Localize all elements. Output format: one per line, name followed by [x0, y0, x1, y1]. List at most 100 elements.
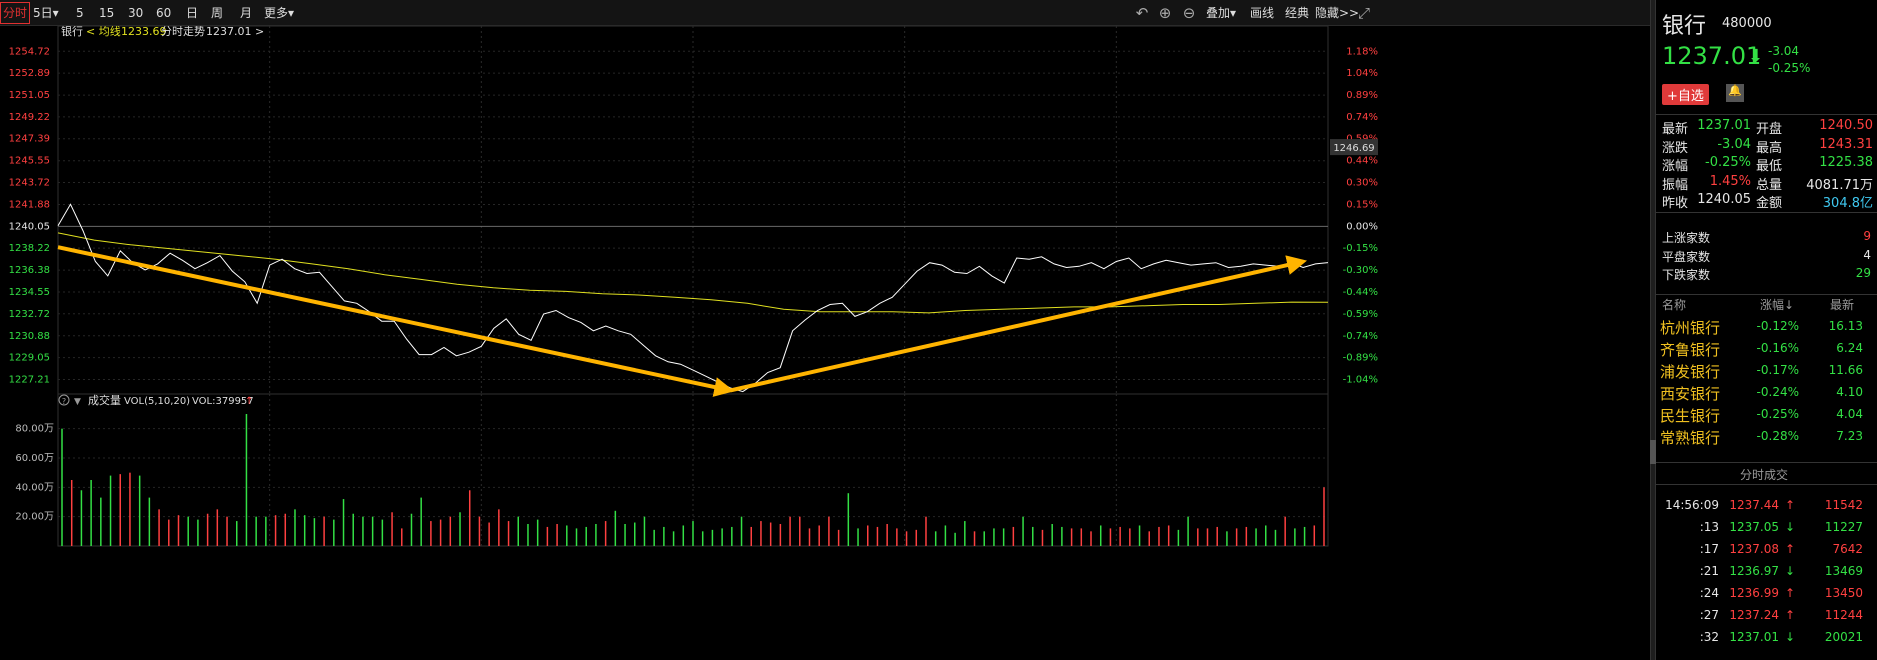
trade-time: :27 — [1699, 608, 1719, 622]
list-header-name[interactable]: 名称 — [1662, 298, 1687, 312]
volume-params[interactable]: VOL(5,10,20) — [124, 396, 190, 407]
avg-price-line — [57, 232, 1329, 314]
stat-value: -0.25% — [1705, 155, 1751, 170]
trade-time: 14:56:09 — [1665, 498, 1719, 512]
period-tab[interactable]: 15 — [99, 6, 115, 20]
pct-tick-label: -1.04% — [1343, 375, 1378, 386]
price-tick-label: 1247.39 — [9, 134, 50, 145]
list-item-name[interactable]: 常熟银行 — [1660, 429, 1721, 447]
annotation-arrow — [729, 255, 1308, 393]
period-tab[interactable]: 周 — [211, 6, 224, 20]
fullscreen-icon[interactable]: ⤢ — [1357, 4, 1370, 22]
stat-value: 1243.31 — [1819, 136, 1873, 152]
period-tab[interactable]: 分时 — [0, 2, 31, 24]
price-tick-label: 1240.05 — [9, 221, 50, 232]
toolbar-menu-item[interactable]: 经典 — [1285, 6, 1310, 20]
list-item-name[interactable]: 浦发银行 — [1660, 363, 1721, 381]
period-tab[interactable]: 月 — [240, 6, 253, 20]
trade-direction-icon: ↑ — [1784, 608, 1795, 622]
breadth-value: 29 — [1855, 266, 1871, 280]
volume-menu-arrow[interactable]: ▼ — [74, 397, 81, 407]
price-tick-label: 1229.05 — [9, 353, 50, 364]
trade-direction-icon: ↓ — [1784, 564, 1795, 578]
list-header-last[interactable]: 最新 — [1830, 298, 1855, 312]
stat-label: 涨跌 — [1662, 140, 1689, 156]
add-watchlist-button[interactable]: +自选 — [1662, 84, 1709, 105]
panel-splitter[interactable] — [1650, 0, 1656, 660]
list-item-pct: -0.12% — [1756, 319, 1799, 333]
price-tick-label: 1236.38 — [9, 265, 50, 276]
stat-value: 1237.01 — [1697, 118, 1751, 133]
volume-tick-label: 80.00万 — [15, 424, 54, 435]
list-item-name[interactable]: 杭州银行 — [1660, 319, 1721, 337]
toolbar-menu-item[interactable]: 隐藏>> — [1315, 6, 1360, 20]
alert-bell-icon[interactable]: 🔔 — [1726, 84, 1744, 102]
splitter-handle[interactable] — [1650, 440, 1656, 464]
period-tab[interactable]: 日 — [186, 6, 199, 20]
trade-direction-icon: ↑ — [1784, 542, 1795, 556]
period-tab[interactable]: 5日▾ — [33, 6, 59, 20]
price-tick-label: 1245.55 — [9, 156, 50, 167]
help-icon-glyph: ? — [62, 397, 66, 406]
undo-icon[interactable]: ↶ — [1135, 4, 1149, 22]
list-item-name[interactable]: 西安银行 — [1660, 385, 1721, 403]
zoom-out-icon[interactable]: ⊖ — [1182, 4, 1196, 22]
trade-price: 1237.05 — [1729, 520, 1779, 534]
period-tab[interactable]: 5 — [76, 6, 84, 20]
pct-tick-label: -0.89% — [1343, 353, 1378, 364]
trades-title: 分时成交 — [1740, 468, 1789, 482]
list-item-last: 16.13 — [1828, 319, 1863, 333]
price-tick-label: 1238.22 — [9, 243, 50, 254]
trade-volume: 11542 — [1824, 498, 1863, 512]
stat-label: 涨幅 — [1662, 159, 1689, 174]
annotation-arrow — [57, 245, 735, 397]
stat-label: 金额 — [1756, 196, 1783, 211]
pct-tick-label: 1.04% — [1346, 68, 1378, 79]
chart-header-avg-label[interactable]: < 均线 — [86, 26, 121, 38]
period-tab[interactable]: 30 — [128, 6, 144, 20]
trade-volume: 7642 — [1832, 542, 1863, 556]
help-icon[interactable] — [58, 394, 70, 406]
pct-tick-label: 0.89% — [1346, 90, 1378, 101]
trade-price: 1237.08 — [1729, 542, 1779, 556]
chart-header-trend-value[interactable]: 1237.01 > — [206, 26, 264, 38]
volume-tick-label: 40.00万 — [15, 482, 54, 493]
pct-tick-label: -0.44% — [1343, 287, 1378, 298]
chart-svg[interactable]: 1254.72 1.18% 1252.89 1.04% 1251.05 0.89% 1249… — [0, 26, 1650, 660]
stat-value: 1240.05 — [1697, 192, 1751, 207]
pct-tick-label: 0.15% — [1346, 199, 1378, 210]
volume-tick-label: 60.00万 — [15, 453, 54, 464]
volume-tick-label: 20.00万 — [15, 512, 54, 523]
stat-label: 昨收 — [1662, 196, 1689, 211]
trade-direction-icon: ↑ — [1784, 586, 1795, 600]
stat-value: -3.04 — [1717, 136, 1751, 152]
list-item-name[interactable]: 齐鲁银行 — [1660, 341, 1721, 359]
trade-time: :21 — [1699, 564, 1719, 578]
period-tab[interactable]: 更多▾ — [264, 6, 295, 20]
intraday-chart[interactable]: 1254.72 1.18% 1252.89 1.04% 1251.05 0.89% 1249… — [0, 26, 1650, 660]
list-header-pct[interactable]: 涨幅↓ — [1760, 298, 1795, 312]
price-tick-label: 1227.21 — [9, 375, 50, 386]
trade-price: 1237.44 — [1729, 498, 1779, 512]
chart-header-name: 银行 — [61, 26, 83, 38]
breadth-value: 4 — [1863, 247, 1871, 262]
trade-time: :24 — [1699, 586, 1719, 600]
price-tick-label: 1252.89 — [9, 68, 50, 79]
cursor-price-label: 1246.69 — [1333, 143, 1374, 154]
zoom-in-icon[interactable]: ⊕ — [1158, 4, 1172, 22]
stat-label: 开盘 — [1756, 122, 1783, 137]
trade-direction-icon: ↑ — [1784, 498, 1795, 512]
price-tick-label: 1230.88 — [9, 331, 50, 342]
toolbar-menu-item[interactable]: 画线 — [1250, 6, 1275, 20]
list-item-pct: -0.25% — [1756, 407, 1799, 421]
breadth-value: 9 — [1863, 229, 1871, 243]
list-item-pct: -0.17% — [1756, 363, 1799, 377]
stock-code: 480000 — [1722, 16, 1772, 31]
period-tab[interactable]: 60 — [156, 6, 172, 20]
volume-title: 成交量 — [88, 393, 121, 407]
toolbar-menu-item[interactable]: 叠加▾ — [1206, 6, 1237, 20]
pct-tick-label: -0.59% — [1343, 309, 1378, 320]
price-tick-label: 1251.05 — [9, 90, 50, 101]
list-item-name[interactable]: 民生银行 — [1660, 407, 1721, 425]
